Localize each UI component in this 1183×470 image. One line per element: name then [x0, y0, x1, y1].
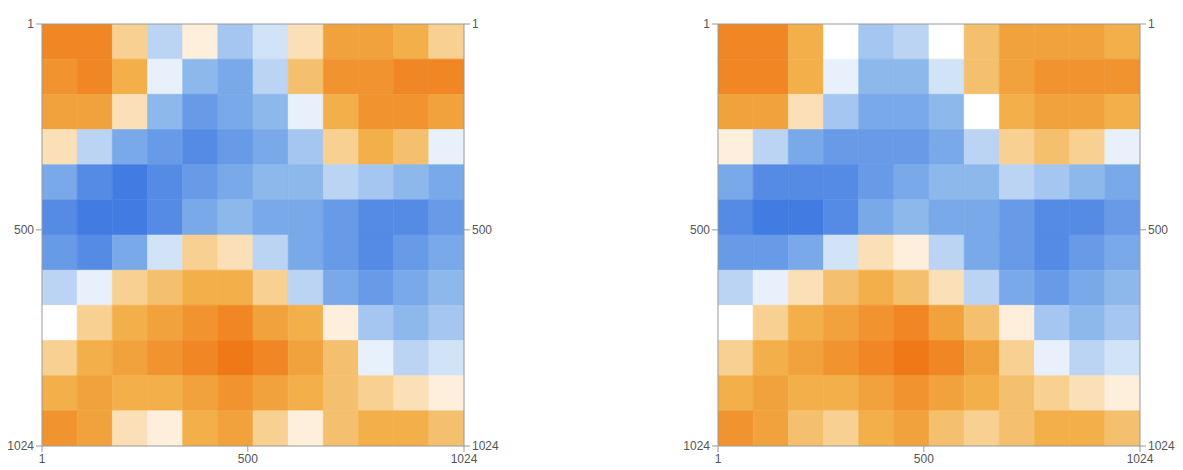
svg-text:500: 500 — [14, 223, 34, 237]
svg-text:1: 1 — [27, 17, 34, 31]
svg-text:1024: 1024 — [451, 452, 478, 466]
svg-text:1024: 1024 — [683, 439, 710, 453]
svg-text:1: 1 — [703, 17, 710, 31]
svg-text:1024: 1024 — [472, 439, 499, 453]
svg-text:500: 500 — [238, 452, 258, 466]
svg-text:1: 1 — [1148, 17, 1155, 31]
svg-text:1: 1 — [472, 17, 479, 31]
svg-text:1024: 1024 — [1127, 452, 1154, 466]
svg-text:500: 500 — [914, 452, 934, 466]
svg-text:1024: 1024 — [1148, 439, 1175, 453]
svg-text:1: 1 — [715, 452, 722, 466]
svg-text:1: 1 — [39, 452, 46, 466]
svg-text:500: 500 — [472, 223, 492, 237]
svg-text:500: 500 — [1148, 223, 1168, 237]
svg-text:500: 500 — [690, 223, 710, 237]
svg-text:1024: 1024 — [7, 439, 34, 453]
